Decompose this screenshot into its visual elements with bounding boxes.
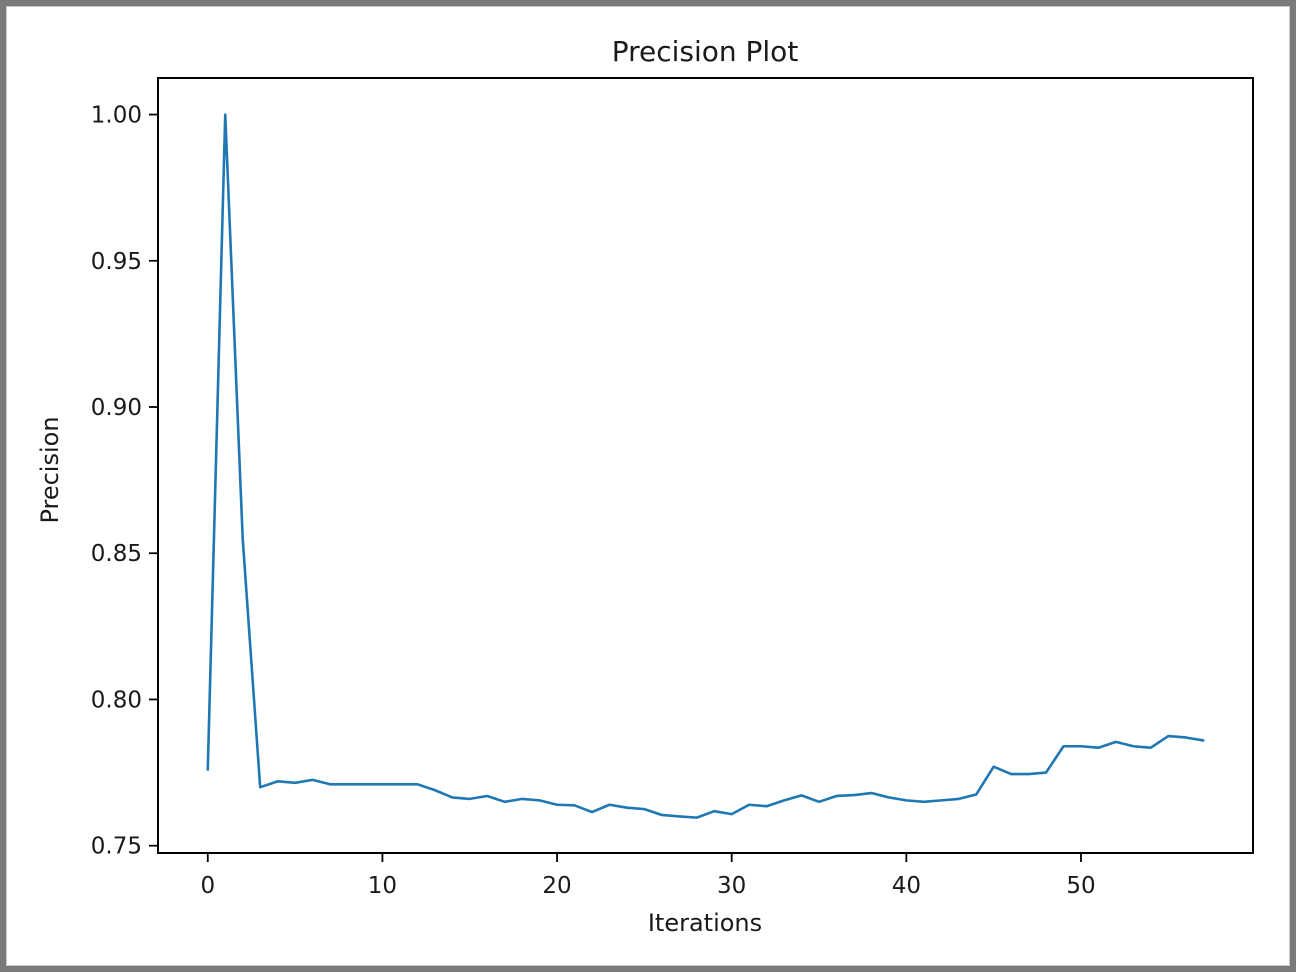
y-axis-title: Precision xyxy=(36,416,64,523)
y-axis: 0.75 0.80 0.85 0.90 0.95 1.00 xyxy=(91,103,158,860)
x-tick-label: 10 xyxy=(368,873,397,899)
precision-series-line xyxy=(206,113,1205,819)
y-tick-label: 0.85 xyxy=(91,541,142,567)
window-inner-border xyxy=(6,6,1290,966)
y-tick-label: 0.90 xyxy=(91,395,142,421)
x-tick-label: 0 xyxy=(200,873,215,899)
x-axis: 0 10 20 30 40 50 xyxy=(200,853,1096,899)
y-tick-label: 0.80 xyxy=(91,687,142,713)
y-tick-label: 0.95 xyxy=(91,249,142,275)
x-tick-label: 20 xyxy=(542,873,571,899)
chart-title: Precision Plot xyxy=(612,35,799,68)
y-tick-label: 1.00 xyxy=(91,103,142,129)
y-tick-label: 0.75 xyxy=(91,834,142,860)
plot-area xyxy=(157,77,1254,854)
x-tick-label: 30 xyxy=(717,873,746,899)
x-tick-label: 40 xyxy=(892,873,921,899)
x-tick-label: 50 xyxy=(1066,873,1095,899)
x-axis-title: Iterations xyxy=(648,909,762,937)
